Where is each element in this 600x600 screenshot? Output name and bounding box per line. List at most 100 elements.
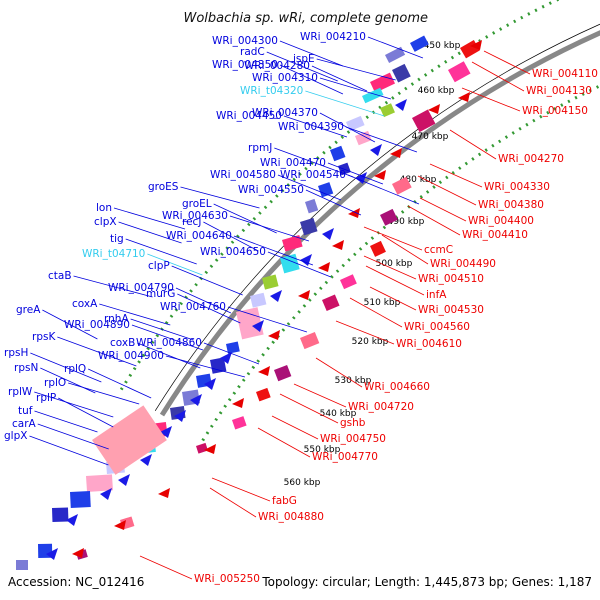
reverse-gene-label: WRi_005250 <box>194 573 260 585</box>
reverse-gene-label: ccmC <box>424 244 453 256</box>
forward-label-leader <box>213 203 277 234</box>
forward-gene-label: WRi_004900 <box>98 350 164 362</box>
scale-tick-label: 450 kbp <box>424 41 461 51</box>
reverse-gene-label: WRi_004530 <box>418 304 484 316</box>
reverse-gene-label: WRi_004400 <box>468 215 534 227</box>
forward-label-leader <box>327 162 384 185</box>
reverse-label-leader <box>315 357 363 388</box>
reverse-gene-block <box>231 416 247 430</box>
forward-gene-arrow <box>100 488 112 500</box>
forward-gene-arrow <box>46 548 58 560</box>
forward-label-leader <box>311 65 368 92</box>
forward-gene-label: WRi_004370 <box>252 107 318 119</box>
forward-gene-label: WRi_004890 <box>64 319 130 331</box>
forward-gene-arrow <box>190 394 202 406</box>
forward-gene-label: WRi_004790 <box>108 282 174 294</box>
reverse-gene-label: WRi_004130 <box>526 85 592 97</box>
forward-gene-label: greA <box>16 304 41 316</box>
forward-gene-label: WRi_004860 <box>136 337 202 349</box>
reverse-gene-block <box>299 332 320 350</box>
reverse-gene-label: fabG <box>272 495 297 507</box>
reverse-gene-label: WRi_004880 <box>258 511 324 523</box>
reverse-gene-arrow <box>428 104 440 114</box>
reverse-gene-block <box>255 387 271 402</box>
forward-gene-arrow <box>66 514 78 526</box>
forward-gene-label: radC <box>240 46 265 58</box>
forward-label-leader <box>316 58 396 81</box>
forward-gene-label: ispE <box>293 53 315 65</box>
scale-tick-label: 540 kbp <box>320 409 357 419</box>
forward-gene-label: rpsN <box>14 362 38 374</box>
forward-gene-label: rplQ <box>64 363 86 375</box>
reverse-gene-block <box>392 176 412 195</box>
forward-gene-arrow <box>355 172 367 184</box>
forward-gene-block <box>304 198 319 214</box>
forward-gene-label: WRi_004310 <box>252 72 318 84</box>
forward-label-leader <box>305 90 385 117</box>
reverse-label-leader <box>279 393 339 424</box>
forward-label-leader <box>283 115 348 138</box>
reverse-label-leader <box>419 197 467 222</box>
forward-gene-label: murG <box>146 288 175 300</box>
forward-gene-arrow <box>220 352 232 364</box>
forward-gene-label: rplP <box>36 392 56 404</box>
reverse-label-leader <box>211 477 271 502</box>
forward-gene-block <box>385 46 406 64</box>
forward-gene-label: glpX <box>4 430 27 442</box>
forward-gene-label: WRi_004210 <box>300 31 366 43</box>
forward-gene-label: recJ <box>182 216 201 228</box>
reverse-label-leader <box>349 297 403 328</box>
forward-label-leader <box>125 238 197 265</box>
reverse-gene-arrow <box>348 208 360 218</box>
reverse-gene-label: WRi_004110 <box>532 68 598 80</box>
reverse-gene-block <box>380 208 398 226</box>
forward-label-leader <box>279 40 344 67</box>
forward-gene-label: WRi_004470 <box>260 157 326 169</box>
forward-gene-label: clpX <box>94 216 117 228</box>
forward-label-leader <box>34 391 114 418</box>
reverse-gene-block <box>195 442 208 454</box>
forward-gene-label: rplO <box>44 377 66 389</box>
forward-label-leader <box>233 235 314 266</box>
forward-gene-block <box>318 182 334 198</box>
reverse-gene-label: WRi_004560 <box>404 321 470 333</box>
reverse-gene-label: WRi_004490 <box>430 258 496 270</box>
reverse-gene-arrow <box>72 548 84 558</box>
reverse-gene-arrow <box>204 444 216 454</box>
reverse-gene-label: gshb <box>340 417 366 429</box>
reverse-label-leader <box>335 320 395 345</box>
forward-gene-label: WRi_004580 <box>210 169 276 181</box>
forward-gene-label: WRi_t04710 <box>82 248 145 260</box>
reverse-gene-arrow <box>458 92 470 102</box>
forward-gene-label: coxA <box>72 298 98 310</box>
forward-label-leader <box>34 410 98 433</box>
reverse-label-leader <box>369 286 417 311</box>
reverse-label-leader <box>471 61 525 92</box>
forward-gene-block <box>15 559 29 570</box>
forward-gene-label: WRi_t04320 <box>240 85 303 97</box>
forward-label-leader <box>180 186 260 209</box>
reverse-label-leader <box>139 555 193 580</box>
reverse-gene-arrow <box>268 330 280 340</box>
reverse-gene-block <box>274 364 292 382</box>
reverse-gene-block <box>448 61 471 83</box>
reverse-gene-arrow <box>332 240 344 250</box>
reverse-gene-label: WRi_004380 <box>478 199 544 211</box>
forward-label-leader <box>319 77 392 100</box>
forward-gene-label: clpP <box>148 260 170 272</box>
forward-label-leader <box>137 342 201 369</box>
reverse-gene-label: infA <box>426 289 447 301</box>
reverse-gene-arrow <box>318 262 330 272</box>
forward-label-leader <box>203 342 260 365</box>
forward-label-leader <box>203 221 259 252</box>
reverse-label-leader <box>293 383 347 408</box>
reverse-gene-label: WRi_004270 <box>498 153 564 165</box>
forward-gene-block <box>282 234 303 252</box>
forward-label-leader <box>165 355 246 378</box>
forward-label-leader <box>279 64 344 95</box>
forward-gene-arrow <box>204 378 216 390</box>
forward-label-leader <box>227 306 308 333</box>
reverse-gene-label: WRi_004150 <box>522 105 588 117</box>
forward-gene-label: rnhA <box>104 313 129 325</box>
reverse-gene-block <box>340 274 357 290</box>
